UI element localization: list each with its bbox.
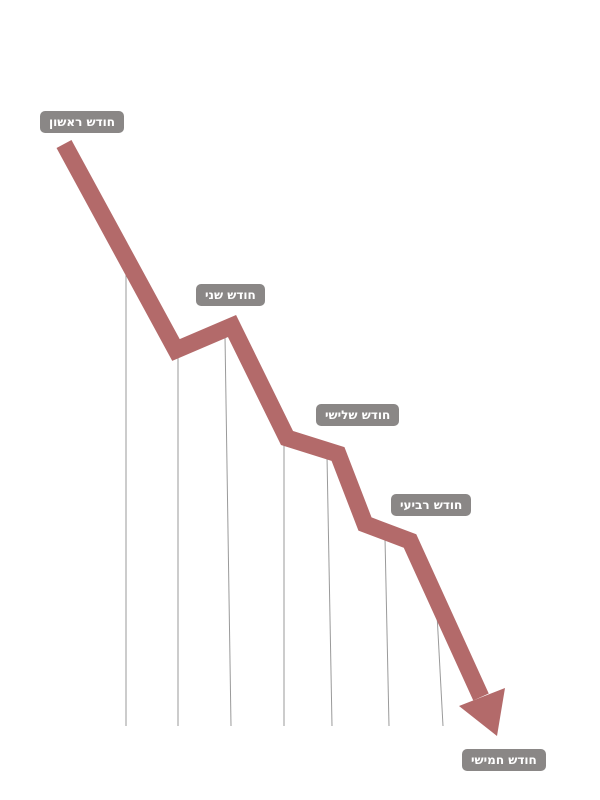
label-month-4: חודש רביעי	[391, 494, 472, 516]
trend-arrow-line	[56, 139, 489, 701]
guide-line-7	[436, 613, 444, 727]
guide-line-6	[384, 537, 390, 727]
guide-line-5	[326, 455, 333, 727]
guide-lines	[125, 270, 444, 727]
label-month-1: חודש ראשון	[40, 111, 124, 133]
label-month-3: חודש שלישי	[316, 404, 400, 426]
label-month-5: חודש חמישי	[462, 749, 546, 771]
guide-line-3	[224, 335, 232, 727]
label-month-2: חודש שני	[196, 284, 265, 306]
trend-arrow-head	[459, 688, 505, 736]
